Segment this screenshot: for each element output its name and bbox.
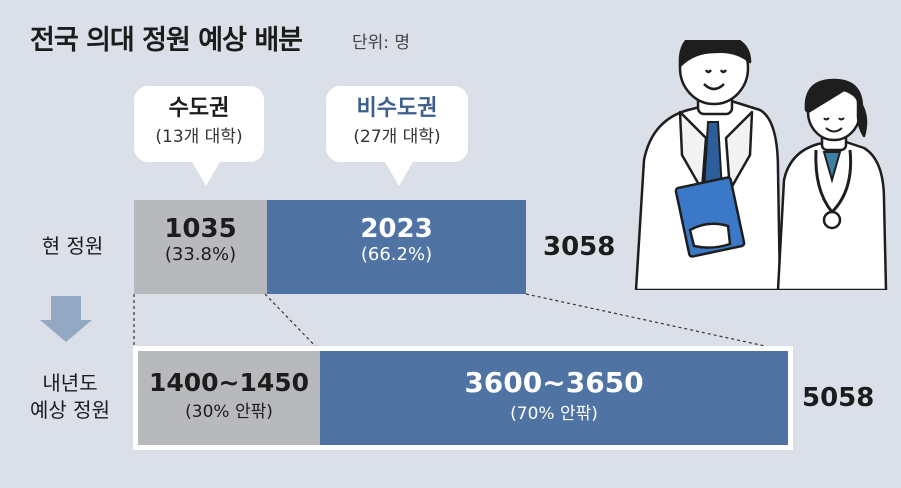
noncapital-bubble-name: 비수도권 (356, 96, 438, 121)
share-label-capital-next: (30% 안팎) (185, 402, 273, 422)
noncapital-bubble-tail (384, 160, 414, 186)
capital-bubble-name: 수도권 (168, 96, 230, 121)
down-arrow-icon (51, 296, 81, 320)
share-label-noncapital-current: (66.2%) (360, 244, 433, 265)
share-label-capital-current: (33.8%) (164, 244, 237, 265)
noncapital-bubble: 비수도권 (27개 대학) (326, 86, 468, 162)
row-label-next: 내년도 예상 정원 (14, 370, 126, 424)
noncapital-bubble-count: (27개 대학) (353, 127, 441, 147)
connector-right (525, 293, 789, 352)
connector-middle (264, 293, 321, 352)
down-arrow-head (40, 320, 92, 342)
row-label-current: 현 정원 (41, 234, 104, 258)
value-label-noncapital-next: 3600~3650 (464, 366, 644, 399)
bar-segment-noncapital-next: 3600~3650 (70% 안팎) (320, 351, 788, 445)
capital-bubble: 수도권 (13개 대학) (134, 86, 264, 162)
unit-label: 단위: 명 (352, 33, 411, 53)
bar-segment-capital-next: 1400~1450 (30% 안팎) (138, 351, 320, 445)
value-label-capital-next: 1400~1450 (148, 368, 310, 397)
row-label-next-line1: 내년도 (42, 371, 98, 395)
share-label-noncapital-next: (70% 안팎) (510, 404, 598, 424)
total-current: 3058 (543, 232, 616, 262)
bar-segment-capital-current: 1035 (33.8%) (134, 200, 267, 294)
doctors-illustration-icon (634, 40, 888, 290)
value-label-capital-current: 1035 (164, 214, 237, 244)
chart-title: 전국 의대 정원 예상 배분 (30, 25, 303, 56)
capital-bubble-count: (13개 대학) (155, 127, 243, 147)
capital-bubble-tail (191, 160, 221, 186)
total-next: 5058 (802, 383, 875, 413)
row-label-next-line2: 예상 정원 (30, 398, 110, 422)
bar-segment-noncapital-current: 2023 (66.2%) (267, 200, 526, 294)
value-label-noncapital-current: 2023 (360, 214, 433, 244)
